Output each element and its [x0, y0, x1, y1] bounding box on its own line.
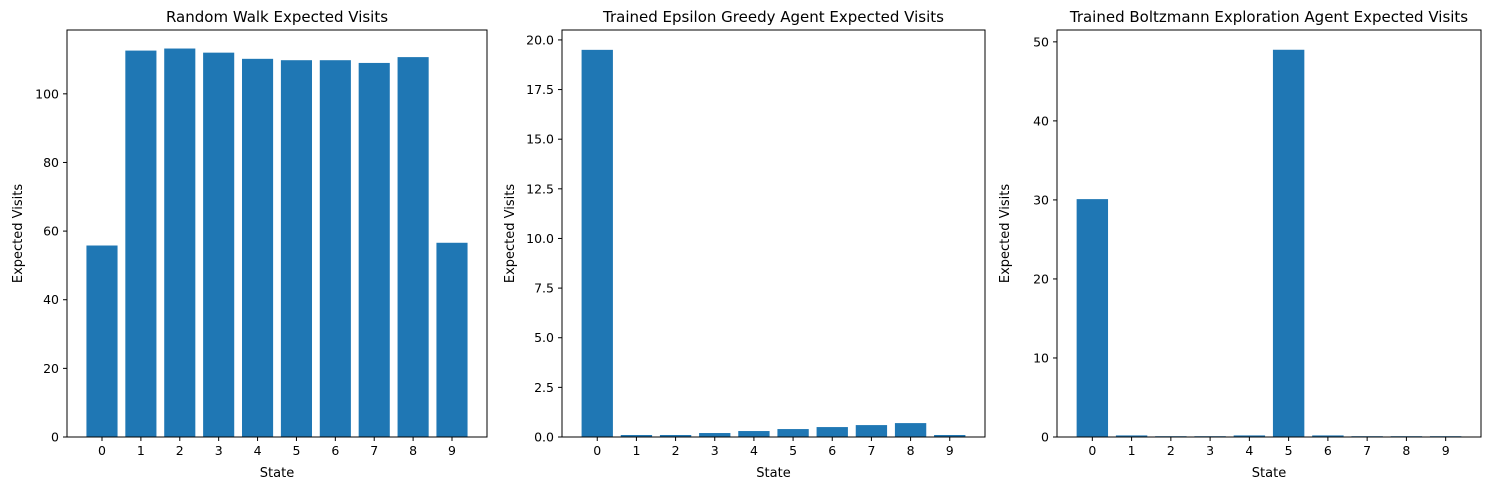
x-tick-label: 1 [632, 443, 640, 458]
bar-state-0 [1076, 199, 1109, 437]
x-tick-label: 2 [176, 443, 184, 458]
x-tick-label: 5 [1285, 443, 1293, 458]
y-axis-label: Expected Visits [503, 184, 518, 283]
bar-state-2 [659, 435, 692, 437]
x-tick-label: 2 [1167, 443, 1175, 458]
bar-state-1 [125, 50, 157, 438]
x-tick-label: 7 [1363, 443, 1371, 458]
chart-title: Trained Epsilon Greedy Agent Expected Vi… [602, 8, 944, 26]
bar-state-0 [581, 49, 613, 437]
x-axis-label: State [260, 466, 294, 481]
y-tick-label: 50 [1033, 34, 1049, 49]
bar-state-3 [699, 433, 731, 437]
y-tick-label: 80 [43, 155, 59, 170]
chart-panel-1: 0 1 2 3 4 5 6 7 8 9 0.0 2.5 5.0 7.5 10.0 12.5 15.0 17.5 20… [503, 8, 986, 481]
y-tick-label: 10.0 [526, 231, 554, 246]
bar-state-3 [203, 52, 235, 438]
y-tick-label: 0 [1041, 430, 1049, 445]
x-tick-label: 1 [137, 443, 145, 458]
x-tick-label: 0 [98, 443, 106, 458]
y-tick-label: 20 [43, 361, 59, 376]
bar-state-7 [855, 425, 888, 437]
bar-state-6 [1312, 435, 1344, 437]
chart-panel-0: 0 1 2 3 4 5 6 7 8 9 0 20 40 60 80 100 Random Walk Expect… [11, 8, 488, 481]
y-tick-label: 40 [1033, 113, 1049, 128]
bar-state-6 [816, 427, 848, 437]
y-tick-label: 0.0 [534, 430, 554, 445]
bar-state-8 [894, 423, 927, 437]
y-tick-label: 40 [43, 292, 59, 307]
x-tick-label: 9 [448, 443, 456, 458]
bar-state-4 [242, 58, 274, 437]
x-axis-label: State [756, 466, 790, 481]
y-tick-label: 30 [1033, 192, 1049, 207]
y-tick-label: 100 [35, 86, 59, 101]
x-tick-label: 8 [907, 443, 915, 458]
x-tick-label: 8 [409, 443, 417, 458]
plot-frame [1056, 29, 1482, 438]
bar-state-0 [86, 245, 118, 437]
x-tick-label: 5 [292, 443, 300, 458]
x-tick-label: 6 [331, 443, 339, 458]
x-tick-label: 4 [750, 443, 758, 458]
x-tick-label: 9 [946, 443, 954, 458]
bar-state-1 [620, 435, 653, 437]
y-tick-label: 5.0 [534, 330, 554, 345]
bar-state-7 [358, 62, 390, 437]
plot-frame [561, 29, 986, 438]
x-tick-label: 3 [215, 443, 223, 458]
x-tick-label: 2 [672, 443, 680, 458]
plot-frame [66, 29, 488, 438]
x-tick-label: 0 [1088, 443, 1096, 458]
y-tick-label: 17.5 [526, 82, 554, 97]
bar-state-4 [738, 431, 770, 437]
x-tick-label: 6 [828, 443, 836, 458]
x-tick-label: 3 [1206, 443, 1214, 458]
y-tick-label: 20.0 [526, 32, 554, 47]
bar-state-8 [397, 57, 429, 438]
bar-state-5 [777, 429, 809, 437]
bar-state-2 [164, 48, 196, 437]
y-axis-label: Expected Visits [11, 184, 26, 283]
y-axis-label: Expected Visits [998, 184, 1013, 283]
x-tick-label: 3 [711, 443, 719, 458]
y-tick-label: 7.5 [534, 281, 554, 296]
x-tick-label: 8 [1402, 443, 1410, 458]
bar-state-9 [934, 435, 966, 437]
x-tick-label: 7 [370, 443, 378, 458]
x-tick-label: 0 [593, 443, 601, 458]
bar-state-5 [1272, 49, 1305, 437]
x-tick-label: 1 [1128, 443, 1136, 458]
bar-state-9 [436, 242, 468, 437]
y-tick-label: 2.5 [534, 380, 554, 395]
y-tick-label: 10 [1033, 350, 1049, 365]
x-axis-label: State [1252, 466, 1286, 481]
bar-state-1 [1115, 435, 1148, 437]
x-tick-label: 4 [1245, 443, 1253, 458]
chart-panel-2: 0 1 2 3 4 5 6 7 8 9 0 10 20 30 40 50 Trained Boltzmann E… [998, 8, 1482, 481]
x-tick-label: 4 [254, 443, 262, 458]
y-tick-label: 0 [51, 430, 59, 445]
bar-state-4 [1233, 435, 1266, 437]
y-tick-label: 15.0 [526, 132, 554, 147]
chart-title: Trained Boltzmann Exploration Agent Expe… [1069, 8, 1468, 26]
x-tick-label: 5 [789, 443, 797, 458]
y-tick-label: 12.5 [526, 181, 554, 196]
bar-state-5 [280, 60, 312, 437]
x-tick-label: 9 [1442, 443, 1450, 458]
x-tick-label: 6 [1324, 443, 1332, 458]
y-tick-label: 20 [1033, 271, 1049, 286]
y-tick-label: 60 [43, 224, 59, 239]
x-tick-label: 7 [867, 443, 875, 458]
bar-state-6 [319, 60, 351, 437]
chart-title: Random Walk Expected Visits [166, 8, 388, 26]
